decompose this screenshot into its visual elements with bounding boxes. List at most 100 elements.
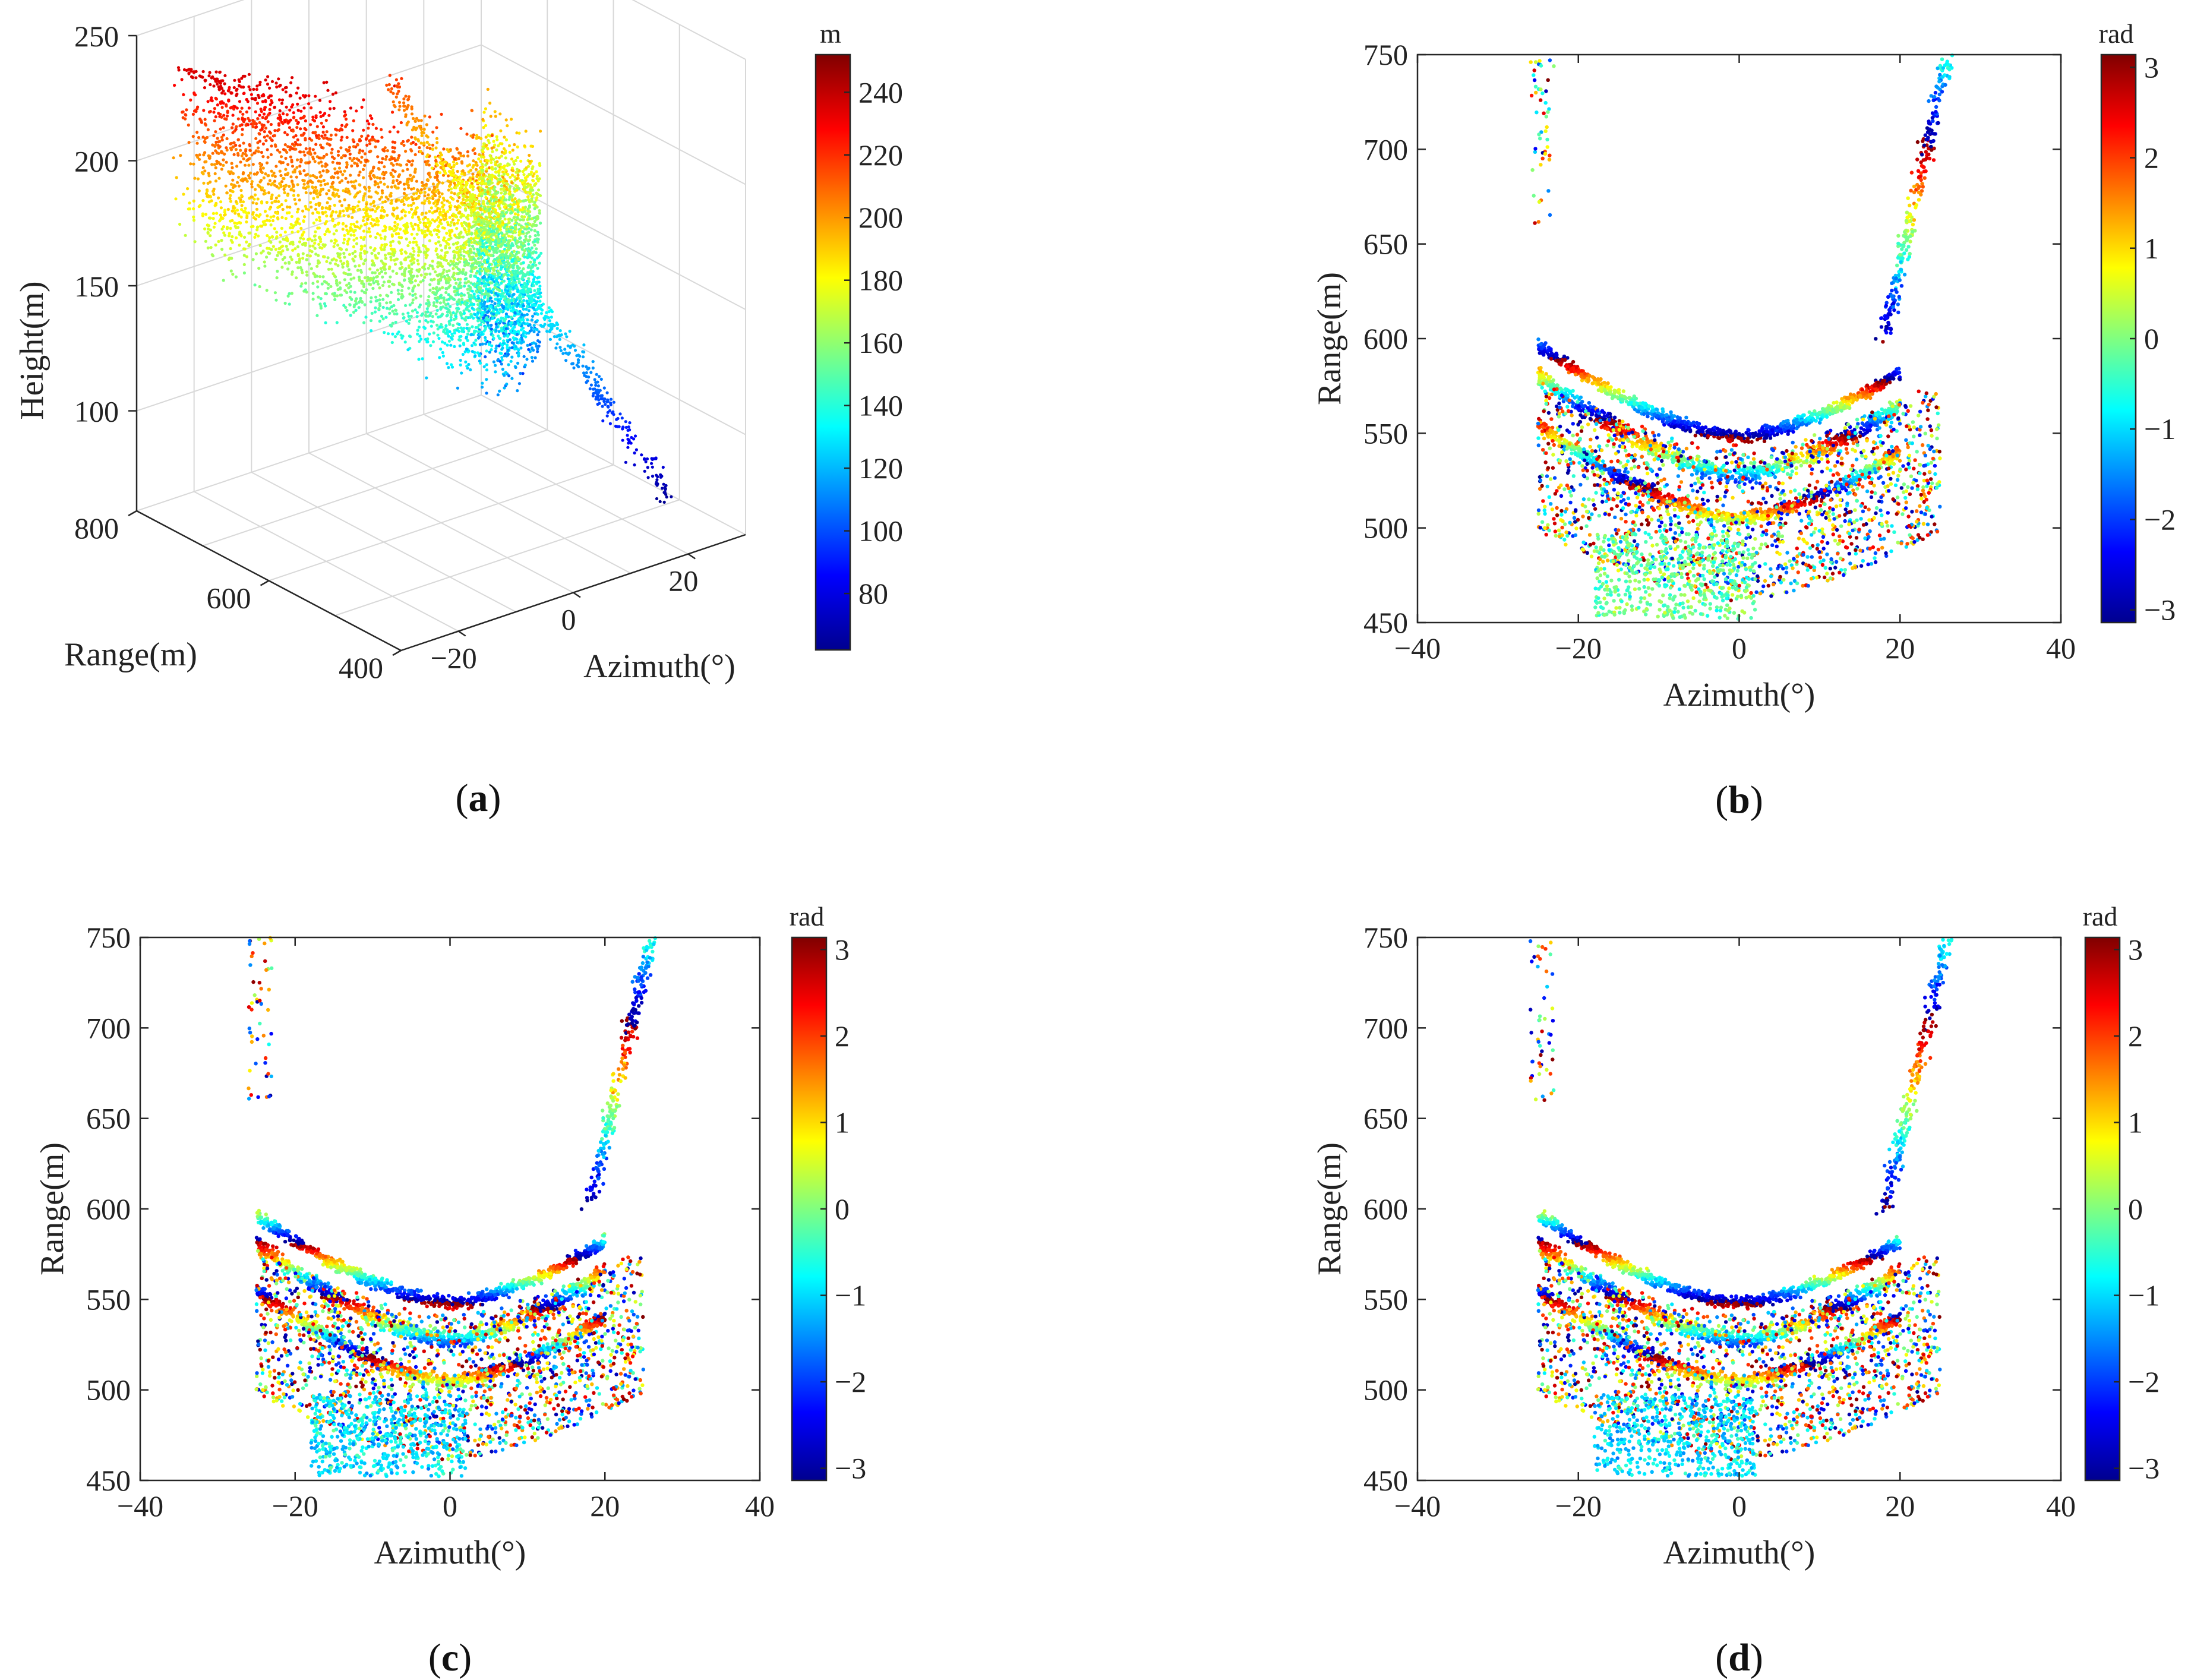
scatter-point — [523, 330, 527, 334]
scatter-point — [467, 229, 471, 233]
scatter-point — [241, 112, 245, 116]
scatter-point — [517, 323, 521, 327]
scatter-point — [539, 222, 542, 225]
scatter-point — [358, 170, 362, 174]
scatter-point — [390, 199, 394, 203]
scatter-point — [368, 186, 371, 190]
scatter-point — [294, 147, 298, 151]
scatter-point — [358, 149, 362, 152]
scatter-point — [362, 229, 366, 233]
scatter-point — [399, 121, 403, 125]
scatter-point — [362, 262, 365, 266]
scatter-point — [494, 298, 497, 301]
scatter-point — [242, 271, 246, 275]
scatter-point — [445, 314, 449, 318]
scatter-point — [214, 130, 217, 134]
scatter-point — [422, 326, 426, 329]
scatter-point — [326, 89, 330, 92]
scatter-point — [392, 181, 395, 185]
scatter-point — [327, 197, 331, 200]
scatter-point — [480, 181, 484, 185]
scatter-point — [328, 204, 332, 208]
scatter-point — [310, 106, 313, 110]
scatter-point — [324, 304, 327, 308]
scatter-point — [506, 348, 510, 352]
scatter-point — [393, 220, 397, 224]
scatter-point — [298, 240, 302, 244]
scatter-point — [408, 277, 411, 280]
scatter-point — [377, 251, 381, 255]
scatter-point — [444, 324, 448, 328]
scatter-point — [490, 323, 493, 327]
scatter-point — [353, 290, 356, 294]
scatter-point — [372, 165, 375, 169]
scatter-point — [462, 268, 465, 271]
scatter-point — [313, 160, 317, 163]
scatter-point — [330, 267, 333, 271]
scatter-point — [427, 193, 430, 197]
scatter-point — [396, 223, 400, 226]
scatter-point — [500, 231, 504, 235]
scatter-point — [225, 137, 229, 141]
scatter-point — [390, 290, 393, 294]
scatter-point — [266, 214, 269, 217]
scatter-point — [314, 203, 318, 206]
scatter-point — [491, 150, 494, 153]
scatter-point — [503, 151, 506, 155]
scatter-point — [231, 190, 235, 194]
scatter-point — [526, 195, 530, 198]
scatter-point — [364, 206, 368, 209]
scatter-point — [455, 242, 459, 245]
scatter-point — [304, 147, 308, 150]
scatter-point — [506, 334, 510, 338]
scatter-point — [430, 206, 433, 210]
scatter-point — [182, 93, 185, 96]
scatter-point — [362, 176, 365, 179]
scatter-point — [279, 251, 283, 254]
scatter-point — [488, 350, 491, 354]
scatter-point — [245, 220, 248, 224]
scatter-point — [206, 128, 210, 131]
scatter-point — [346, 181, 350, 184]
scatter-point — [355, 220, 359, 224]
scatter-point — [468, 163, 472, 167]
scatter-point — [500, 329, 503, 332]
scatter-point — [261, 100, 264, 103]
scatter-point — [214, 179, 218, 183]
scatter-point — [465, 132, 469, 136]
scatter-point — [419, 273, 423, 277]
scatter-point — [372, 281, 375, 285]
scatter-point — [523, 239, 527, 244]
scatter-point — [296, 183, 299, 187]
scatter-point — [412, 228, 415, 231]
scatter-point — [279, 118, 282, 122]
scatter-point — [440, 256, 444, 260]
scatter-point — [345, 283, 349, 287]
scatter-point — [415, 232, 419, 236]
scatter-point — [499, 267, 503, 271]
scatter-point — [288, 185, 291, 188]
scatter-point — [497, 156, 501, 160]
scatter-point — [238, 100, 242, 103]
scatter-point — [261, 116, 264, 119]
scatter-point — [321, 169, 325, 173]
scatter-point — [365, 209, 368, 213]
scatter-point — [217, 239, 220, 244]
scatter-point — [456, 386, 460, 390]
scatter-point — [381, 275, 384, 279]
grid-line — [136, 0, 245, 36]
scatter-point — [523, 210, 527, 213]
scatter-point — [383, 331, 386, 334]
scatter-point — [500, 165, 504, 169]
scatter-point — [382, 176, 386, 180]
scatter-point — [539, 130, 542, 133]
scatter-point — [236, 138, 240, 141]
scatter-point — [476, 311, 480, 315]
scatter-point — [482, 126, 485, 130]
scatter-point — [276, 149, 279, 152]
scatter-point — [271, 174, 274, 178]
scatter-point — [484, 107, 488, 110]
scatter-point — [520, 226, 523, 229]
scatter-point — [255, 207, 259, 211]
scatter-point — [406, 348, 410, 352]
